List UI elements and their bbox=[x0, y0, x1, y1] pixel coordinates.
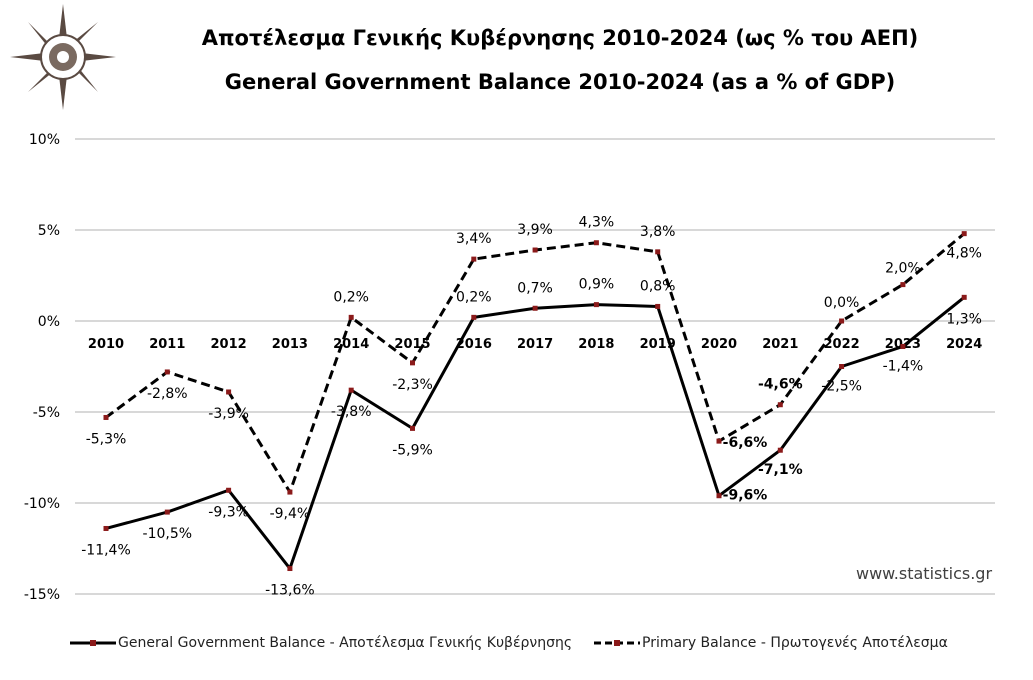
x-tick-label: 2014 bbox=[333, 337, 369, 352]
data-label: -1,4% bbox=[883, 358, 924, 374]
data-label: -13,6% bbox=[265, 583, 315, 599]
y-axis-ticks: 10% 5% 0% -5% -10% -15% bbox=[24, 132, 60, 603]
data-point bbox=[532, 247, 538, 253]
data-point bbox=[164, 369, 170, 375]
data-point bbox=[655, 249, 661, 255]
x-tick-label: 2012 bbox=[211, 337, 247, 352]
data-label: 4,3% bbox=[579, 215, 615, 231]
chart-title-greek: Αποτέλεσμα Γενικής Κυβέρνησης 2010-2024 … bbox=[201, 26, 919, 50]
x-tick-label: 2016 bbox=[456, 337, 492, 352]
data-label: -7,1% bbox=[758, 462, 803, 478]
data-label: 4,8% bbox=[946, 246, 982, 262]
y-tick-label: -5% bbox=[33, 405, 60, 421]
data-point bbox=[961, 231, 967, 237]
data-point bbox=[103, 525, 109, 531]
line-chart: 10% 5% 0% -5% -10% -15% 2010 2011 2012 2013 2014 2… bbox=[24, 132, 995, 603]
x-tick-label: 2021 bbox=[762, 337, 798, 352]
data-label: 0,7% bbox=[517, 280, 553, 296]
data-point bbox=[961, 294, 967, 300]
data-point bbox=[839, 318, 845, 324]
data-point bbox=[287, 566, 293, 572]
data-point bbox=[103, 414, 109, 420]
data-point bbox=[593, 240, 599, 246]
data-label: 1,3% bbox=[946, 311, 982, 327]
y-tick-label: 10% bbox=[29, 132, 60, 148]
data-point bbox=[716, 493, 722, 499]
data-label: -5,3% bbox=[86, 431, 127, 447]
data-label: -9,3% bbox=[208, 504, 249, 520]
y-tick-label: 0% bbox=[38, 314, 60, 330]
data-label: -2,8% bbox=[147, 386, 188, 402]
y-tick-label: -15% bbox=[24, 587, 60, 603]
series-line-primary-balance bbox=[105, 232, 966, 494]
data-point bbox=[410, 425, 415, 431]
data-label: -4,6% bbox=[758, 377, 803, 393]
data-label: -5,9% bbox=[392, 442, 433, 458]
legend: General Government Balance - Αποτέλεσμα … bbox=[0, 628, 1033, 658]
x-tick-label: 2010 bbox=[88, 337, 124, 352]
data-point bbox=[348, 387, 354, 393]
x-tick-label: 2017 bbox=[517, 337, 553, 352]
y-tick-label: 5% bbox=[38, 223, 60, 239]
data-point bbox=[777, 402, 783, 408]
elstat-logo bbox=[10, 4, 116, 110]
data-point bbox=[532, 305, 538, 311]
data-point bbox=[471, 314, 477, 320]
x-tick-label: 2013 bbox=[272, 337, 308, 352]
data-label: -3,9% bbox=[208, 406, 249, 422]
data-point bbox=[471, 256, 477, 262]
x-tick-label: 2020 bbox=[701, 337, 737, 352]
data-point bbox=[164, 509, 170, 515]
data-label: 3,4% bbox=[456, 231, 492, 247]
data-label: 2,0% bbox=[885, 261, 921, 277]
x-tick-label: 2018 bbox=[578, 337, 614, 352]
series-markers bbox=[103, 231, 967, 572]
data-point bbox=[348, 314, 354, 320]
x-tick-label: 2019 bbox=[640, 337, 676, 352]
data-point bbox=[900, 282, 906, 288]
y-tick-label: -10% bbox=[24, 496, 60, 512]
data-label: -6,6% bbox=[723, 435, 768, 451]
data-point bbox=[839, 364, 845, 369]
data-point bbox=[655, 303, 661, 309]
data-label: -2,3% bbox=[392, 377, 433, 393]
chart-title-english: General Government Balance 2010-2024 (as… bbox=[224, 70, 896, 94]
gridlines bbox=[75, 138, 995, 595]
data-labels: -11,4% -10,5% -9,3% -13,6% -3,8% -5,9% 0,2% 0,7… bbox=[81, 215, 982, 599]
data-label: 0,8% bbox=[640, 278, 676, 294]
legend-swatch-solid bbox=[70, 640, 116, 646]
x-tick-label: 2024 bbox=[946, 337, 982, 352]
x-tick-label: 2011 bbox=[149, 337, 185, 352]
legend-item-primary-balance: Primary Balance - Πρωτογενές Αποτέλεσμα bbox=[594, 628, 948, 658]
data-point bbox=[226, 487, 232, 493]
legend-swatch-dashed bbox=[594, 640, 640, 646]
data-point bbox=[410, 360, 415, 366]
legend-label-general-balance: General Government Balance - Αποτέλεσμα … bbox=[118, 635, 573, 651]
data-label: 3,8% bbox=[640, 224, 676, 240]
data-label: 0,9% bbox=[579, 277, 615, 293]
data-label: -10,5% bbox=[143, 526, 193, 542]
data-point bbox=[226, 389, 232, 395]
data-label: -11,4% bbox=[81, 542, 131, 558]
data-point bbox=[287, 489, 293, 495]
data-point bbox=[716, 438, 722, 444]
data-label: -2,5% bbox=[821, 379, 862, 395]
data-label: 0,2% bbox=[456, 289, 492, 305]
data-label: 0,2% bbox=[333, 289, 369, 305]
x-axis-ticks: 2010 2011 2012 2013 2014 2015 2016 2017 2018 2019… bbox=[88, 337, 982, 352]
data-point bbox=[777, 447, 783, 453]
data-point bbox=[900, 343, 906, 349]
data-label: -3,8% bbox=[331, 404, 372, 420]
data-label: 0,0% bbox=[824, 295, 860, 311]
website-credit: www.statistics.gr bbox=[856, 564, 993, 583]
data-label: -9,4% bbox=[270, 506, 311, 522]
legend-item-general-balance: General Government Balance - Αποτέλεσμα … bbox=[70, 628, 572, 658]
data-label: -9,6% bbox=[723, 488, 768, 504]
data-point bbox=[593, 302, 599, 308]
legend-label-primary-balance: Primary Balance - Πρωτογενές Αποτέλεσμα bbox=[642, 635, 948, 651]
data-label: 3,9% bbox=[517, 222, 553, 238]
x-tick-label: 2022 bbox=[824, 337, 860, 352]
